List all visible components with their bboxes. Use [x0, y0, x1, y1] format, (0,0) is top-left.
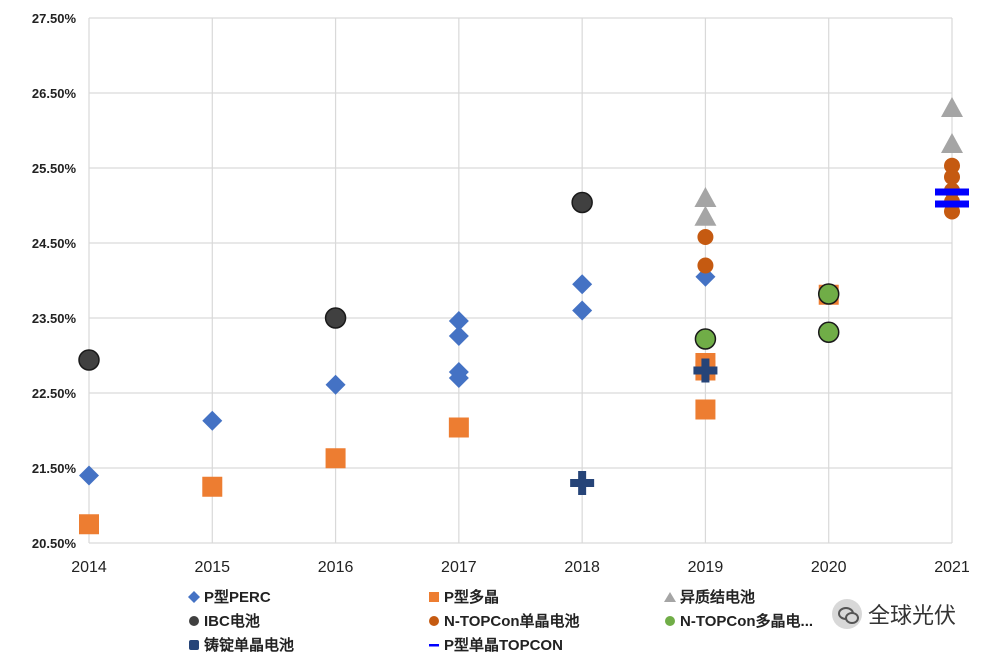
point-dash	[935, 188, 969, 196]
legend-label: P型多晶	[444, 589, 500, 606]
y-tick-label: 25.50%	[32, 161, 77, 176]
point-triangle	[941, 133, 963, 153]
plus-bar-vertical	[701, 358, 710, 383]
point-diamond	[695, 266, 716, 287]
data-points	[78, 97, 969, 535]
point-diamond	[79, 465, 99, 486]
point-triangle	[694, 187, 717, 207]
legend-label: N-TOPCon单晶电池	[444, 613, 580, 630]
legend-diamond-marker	[188, 590, 200, 603]
legend-label: P型单晶TOPCON	[444, 637, 563, 654]
legend-circle-marker	[189, 615, 199, 626]
y-tick-label: 20.50%	[32, 536, 77, 551]
point-circle	[817, 321, 840, 343]
legend-circle-marker	[665, 615, 675, 626]
y-axis-ticks: 27.50% 26.50% 25.50% 24.50% 23.50% 22.50% 21.5…	[32, 11, 77, 551]
y-tick-label: 21.50%	[32, 461, 77, 476]
x-tick-label: 2016	[318, 559, 354, 576]
point-plus	[570, 471, 595, 495]
legend-dash-marker	[429, 643, 439, 646]
legend-item-ibc: IBC电池	[188, 610, 260, 631]
point-circle-small	[697, 229, 714, 245]
x-axis-ticks: 2014 2015 2016 2017 2018 2019 2020 2021	[71, 559, 970, 576]
point-diamond	[572, 274, 593, 295]
point-diamond	[202, 410, 223, 431]
legend-label: 异质结电池	[680, 589, 756, 606]
point-dash	[935, 200, 969, 208]
y-tick-label: 26.50%	[32, 86, 77, 101]
y-tick-label: 22.50%	[32, 386, 77, 401]
point-square	[448, 417, 469, 438]
point-square	[695, 399, 716, 420]
legend-item-cast-mono: 铸锭单晶电池	[188, 634, 294, 655]
y-tick-label: 23.50%	[32, 311, 77, 326]
point-circle	[817, 283, 840, 305]
x-tick-label: 2015	[194, 559, 230, 576]
chart-grid	[88, 17, 953, 544]
x-tick-label: 2021	[934, 559, 970, 576]
point-circle-small	[944, 157, 960, 174]
chart-legend: P型PERC P型多晶 异质结电池 IBC电池 N-TOPCon单晶电池 N-T…	[0, 582, 1000, 660]
x-tick-label: 2014	[71, 559, 107, 576]
point-diamond	[572, 300, 593, 321]
point-diamond	[448, 368, 469, 388]
legend-item-p-multi: P型多晶	[428, 586, 499, 607]
point-circle-small	[944, 169, 960, 185]
x-tick-label: 2018	[564, 559, 600, 576]
x-tick-label: 2017	[441, 559, 477, 576]
plus-bar-vertical	[578, 471, 587, 495]
y-tick-label: 27.50%	[32, 11, 77, 26]
y-tick-label: 24.50%	[32, 236, 77, 251]
legend-item-p-perc: P型PERC	[188, 586, 271, 607]
point-diamond	[448, 326, 469, 346]
legend-label: N-TOPCon多晶电...	[680, 613, 814, 630]
point-plus	[693, 358, 718, 383]
legend-item-n-topcon-multi: N-TOPCon多晶电...	[664, 610, 813, 631]
x-tick-label: 2020	[811, 559, 847, 576]
legend-item-p-mono-topcon: P型单晶TOPCON	[428, 634, 563, 655]
scatter-chart: 27.50% 26.50% 25.50% 24.50% 23.50% 22.50% 21.5…	[32, 11, 970, 576]
x-tick-label: 2019	[688, 559, 724, 576]
legend-item-n-topcon-mono: N-TOPCon单晶电池	[428, 610, 580, 631]
legend-label: IBC电池	[204, 613, 260, 630]
point-circle	[78, 349, 100, 371]
legend-square-marker	[429, 591, 439, 602]
legend-circle-marker	[429, 615, 439, 626]
point-circle	[324, 307, 347, 329]
legend-item-heterojunction: 异质结电池	[664, 586, 755, 607]
point-circle-small	[697, 257, 714, 274]
watermark-text: 全球光伏	[868, 603, 957, 628]
point-circle	[694, 328, 717, 350]
legend-plus-marker	[189, 639, 199, 650]
legend-label: P型PERC	[204, 589, 271, 606]
point-square	[202, 476, 223, 497]
point-triangle	[694, 205, 717, 226]
point-square	[325, 448, 346, 469]
point-circle	[571, 191, 593, 214]
watermark: 全球光伏	[832, 598, 956, 630]
point-triangle	[941, 97, 963, 117]
wechat-icon	[832, 599, 862, 629]
legend-label: 铸锭单晶电池	[204, 637, 295, 654]
point-square	[79, 514, 99, 535]
point-diamond	[325, 374, 346, 395]
point-diamond	[448, 311, 469, 331]
legend-triangle-marker	[664, 591, 676, 602]
